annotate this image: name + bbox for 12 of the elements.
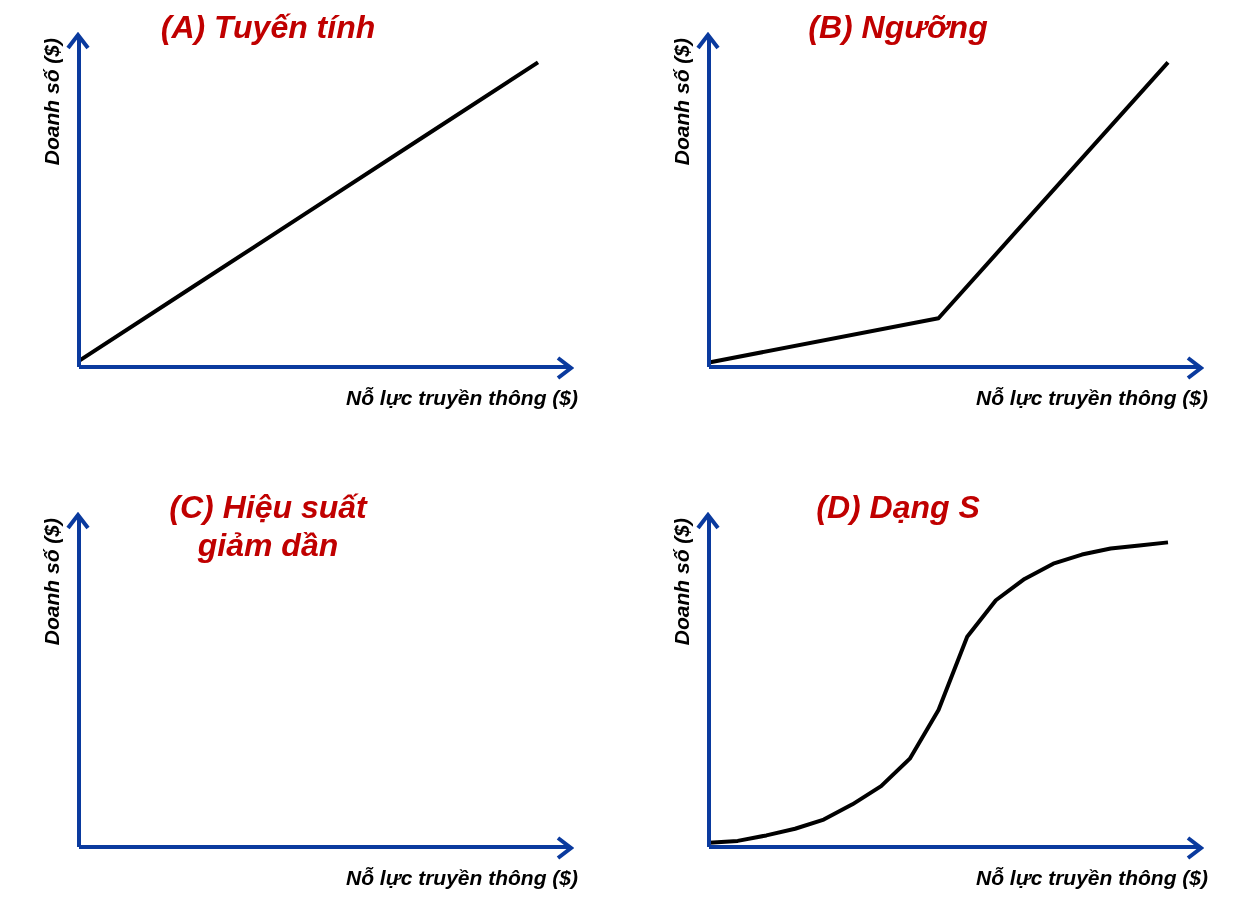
x-axis-title: Nỗ lực truyền thông ($) xyxy=(976,866,1208,890)
y-axis-title: Doanh số ($) xyxy=(40,38,64,166)
text: (C) Hiệu suất giảm dần xyxy=(168,488,369,564)
chart-title: (D) Dạng S xyxy=(815,488,981,526)
text: Nỗ lực truyền thông ($) xyxy=(346,866,578,890)
y-axis-title: Doanh số ($) xyxy=(670,518,694,646)
chart-title: (A) Tuyến tính xyxy=(159,8,377,46)
y-axis-title: Doanh số ($) xyxy=(670,38,694,166)
chart-title: (B) Ngưỡng xyxy=(807,8,989,46)
text: Doanh số ($) xyxy=(40,518,64,646)
x-axis-title: Nỗ lực truyền thông ($) xyxy=(346,386,578,410)
x-axis-title: Nỗ lực truyền thông ($) xyxy=(976,386,1208,410)
